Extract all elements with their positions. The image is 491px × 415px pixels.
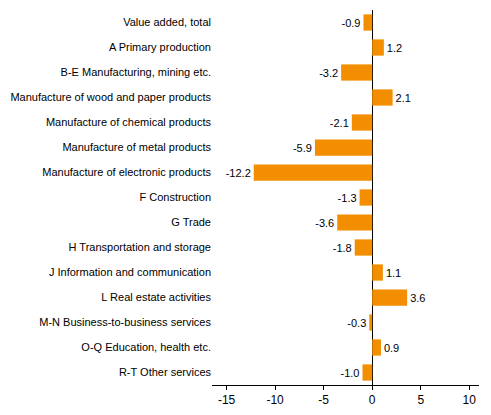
svg-text:-5.9: -5.9 — [293, 142, 312, 154]
svg-text:R-T Other services: R-T Other services — [119, 366, 212, 378]
svg-text:-5: -5 — [318, 393, 329, 407]
svg-text:0.9: 0.9 — [384, 342, 399, 354]
svg-text:Value added, total: Value added, total — [123, 16, 211, 28]
svg-text:Manufacture of wood and paper: Manufacture of wood and paper products — [10, 91, 211, 103]
svg-text:G Trade: G Trade — [171, 216, 211, 228]
svg-text:H Transportation and storage: H Transportation and storage — [69, 241, 211, 253]
svg-text:-1.3: -1.3 — [338, 192, 357, 204]
svg-text:1.2: 1.2 — [387, 42, 402, 54]
svg-text:A Primary production: A Primary production — [109, 41, 211, 53]
svg-text:F Construction: F Construction — [139, 191, 211, 203]
svg-text:Manufacture of metal products: Manufacture of metal products — [62, 141, 211, 153]
svg-text:Manufacture of chemical produc: Manufacture of chemical products — [46, 116, 212, 128]
svg-text:2.1: 2.1 — [396, 92, 411, 104]
svg-text:-0.9: -0.9 — [341, 17, 360, 29]
svg-text:-3.6: -3.6 — [315, 217, 334, 229]
svg-text:-1.0: -1.0 — [341, 367, 360, 379]
svg-text:L Real estate activities: L Real estate activities — [101, 291, 211, 303]
svg-text:-2.1: -2.1 — [330, 117, 349, 129]
svg-text:-12.2: -12.2 — [226, 167, 251, 179]
svg-text:-3.2: -3.2 — [319, 67, 338, 79]
svg-text:B-E Manufacturing, mining etc.: B-E Manufacturing, mining etc. — [61, 66, 211, 78]
svg-text:Manufacture of electronic prod: Manufacture of electronic products — [42, 166, 211, 178]
svg-text:-0.3: -0.3 — [347, 317, 366, 329]
svg-text:3.6: 3.6 — [410, 292, 425, 304]
svg-text:M-N Business-to-business servi: M-N Business-to-business services — [39, 316, 211, 328]
svg-text:10: 10 — [463, 393, 477, 407]
svg-text:-10: -10 — [266, 393, 284, 407]
svg-text:-1.8: -1.8 — [333, 242, 352, 254]
svg-text:5: 5 — [417, 393, 424, 407]
svg-text:O-Q Education, health etc.: O-Q Education, health etc. — [81, 341, 211, 353]
svg-text:-15: -15 — [218, 393, 236, 407]
svg-text:1.1: 1.1 — [386, 267, 401, 279]
svg-text:J Information and communicatio: J Information and communication — [49, 266, 211, 278]
svg-text:0: 0 — [369, 393, 376, 407]
